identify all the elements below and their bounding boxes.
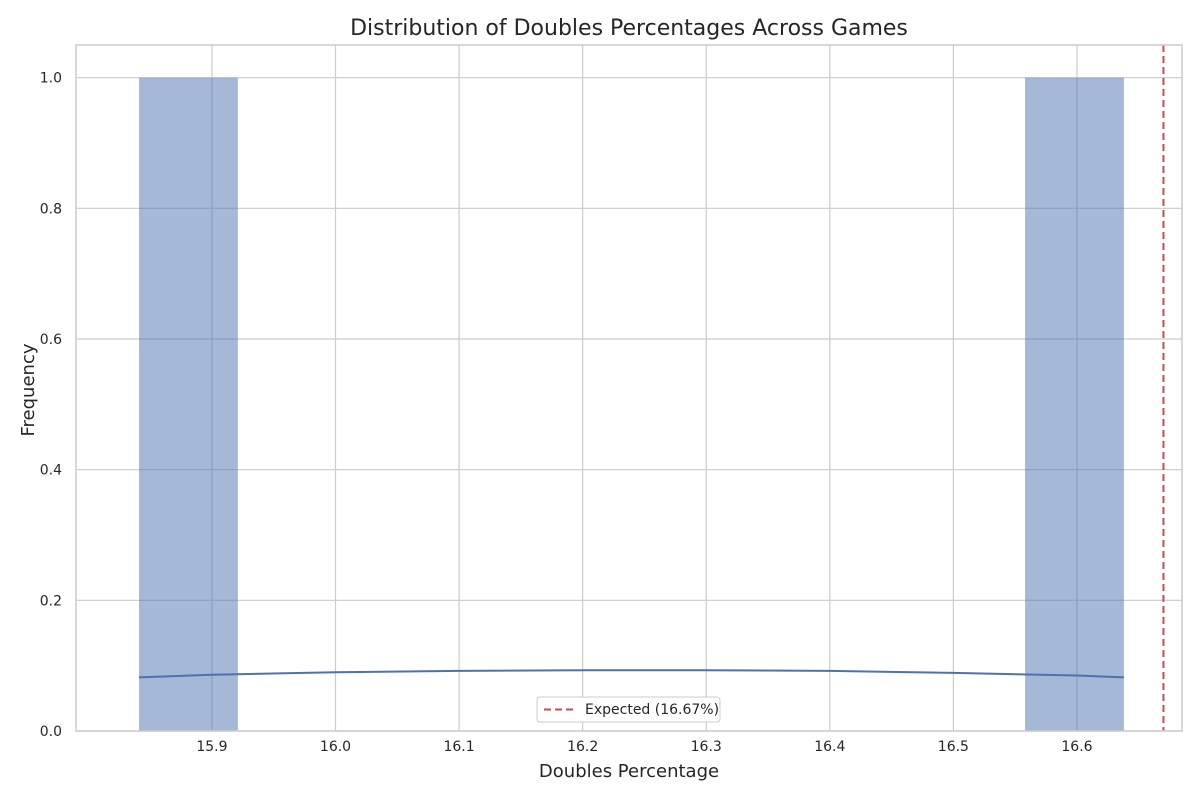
x-tick-label-7: 16.6	[1061, 739, 1092, 755]
chart-title: Distribution of Doubles Percentages Acro…	[350, 16, 908, 41]
kde-curve	[138, 669, 1124, 679]
x-axis-label: Doubles Percentage	[539, 761, 719, 782]
y-tick-label-0: 0.0	[40, 724, 62, 740]
legend-box	[536, 696, 721, 723]
x-tick-label-4: 16.3	[691, 739, 722, 755]
kde-curve-layer	[138, 669, 1124, 679]
y-tick-label-1: 0.2	[40, 593, 62, 609]
axes-border	[75, 44, 1183, 732]
y-tick-label-5: 1.0	[40, 71, 62, 87]
x-tick-label-5: 16.4	[814, 739, 845, 755]
grid-lines	[76, 45, 1182, 732]
x-tick-label-1: 16.0	[320, 739, 351, 755]
y-tick-label-4: 0.8	[40, 201, 62, 217]
y-tick-label-3: 0.6	[40, 332, 62, 348]
legend-label-expected: Expected (16.67%)	[585, 702, 719, 718]
histogram-bar-0	[139, 77, 238, 731]
histogram-bar-1	[1025, 77, 1124, 731]
x-tick-label-0: 15.9	[196, 739, 227, 755]
x-tick-label-2: 16.1	[443, 739, 474, 755]
axes-frame	[75, 44, 1183, 732]
tick-labels: 15.9 16.0 16.1 16.2 16.3 16.4 16.5 16.6 0.0 0.2 0.…	[40, 71, 1093, 755]
histogram-bars	[139, 77, 1124, 731]
plot-area-background	[76, 45, 1182, 731]
y-tick-label-2: 0.4	[40, 463, 62, 479]
y-axis-label: Frequency	[18, 343, 39, 436]
legend: Expected (16.67%)	[536, 696, 721, 723]
x-tick-label-3: 16.2	[567, 739, 598, 755]
x-tick-label-6: 16.5	[938, 739, 969, 755]
